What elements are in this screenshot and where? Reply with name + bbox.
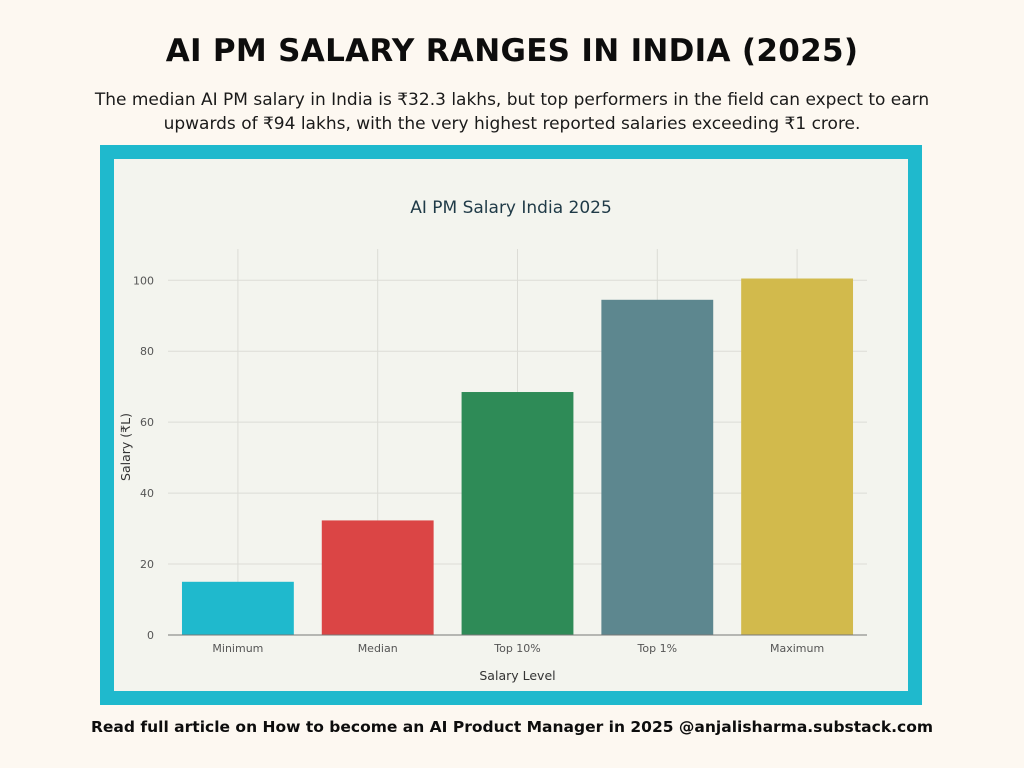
y-tick-label: 40 [140,487,154,500]
footer-link-text: Read full article on How to become an AI… [90,718,934,736]
bars [181,278,854,635]
x-tick-label: Minimum [212,642,263,655]
page-title: AI PM SALARY RANGES IN INDIA (2025) [165,33,859,69]
chart-title: AI PM Salary India 2025 [410,198,612,218]
x-axis-label: Salary Level [479,668,555,683]
x-tick-label: Maximum [770,642,824,655]
page-subtitle: The median AI PM salary in India is ₹32.… [94,90,930,134]
chart-panel: AI PM Salary India 2025 0 20 40 60 80 100 Mini… [114,159,908,691]
bar-minimum [181,581,294,635]
bar-top-1 [601,299,714,635]
bar-top-10 [461,392,574,635]
y-tick-label: 0 [147,629,154,642]
bar-maximum [741,278,854,635]
x-tick-label: Top 10% [493,642,541,655]
y-axis-label: Salary (₹L) [118,413,133,481]
x-tick-label: Top 1% [637,642,678,655]
chart-frame: AI PM Salary India 2025 0 20 40 60 80 100 Mini… [100,145,922,705]
y-tick-label: 20 [140,558,154,571]
bar-median [321,520,434,635]
y-tick-label: 80 [140,345,154,358]
x-tick-label: Median [358,642,398,655]
y-tick-label: 60 [140,416,154,429]
y-tick-label: 100 [133,274,154,287]
axes: 0 20 40 60 80 100 Minimum Median Top 10% Top 1% Ma… [133,274,867,655]
bar-chart: AI PM Salary India 2025 0 20 40 60 80 100 Mini… [118,198,867,683]
